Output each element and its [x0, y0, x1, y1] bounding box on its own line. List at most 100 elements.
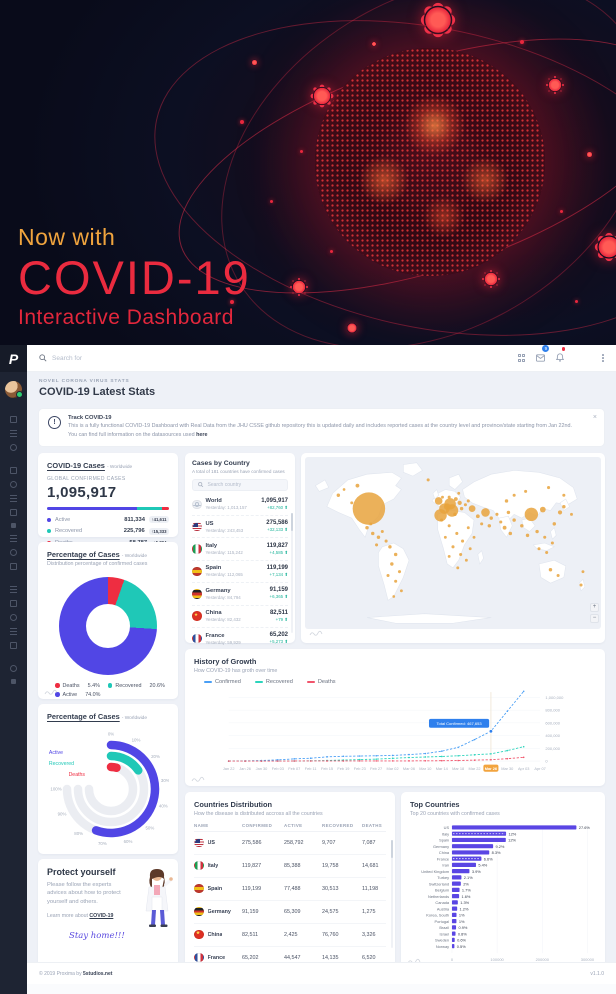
case-bubble[interactable]: [468, 546, 472, 550]
case-bubble[interactable]: [489, 516, 493, 520]
sidebar-item-icon[interactable]: [10, 495, 17, 502]
table-row[interactable]: France 65,202 44,547 14,135 6,520: [194, 947, 386, 962]
country-row-italy[interactable]: Italy Yesterday: 115,242 119,827 +4,585 ⬆: [192, 538, 288, 561]
case-bubble[interactable]: [545, 550, 549, 554]
table-row[interactable]: Spain 119,199 77,488 30,513 11,198: [194, 878, 386, 901]
case-bubble[interactable]: [342, 487, 346, 491]
case-bubble[interactable]: [336, 493, 341, 497]
bar-norway[interactable]: [451, 943, 455, 948]
bar-turkey[interactable]: [451, 874, 462, 880]
case-bubble[interactable]: [472, 535, 476, 539]
case-bubble[interactable]: [466, 499, 470, 503]
case-bubble[interactable]: [556, 573, 560, 577]
case-bubble[interactable]: [355, 483, 360, 488]
case-bubble[interactable]: [443, 503, 451, 510]
bar-germany[interactable]: [451, 843, 494, 848]
case-bubble[interactable]: [397, 569, 402, 573]
sidebar-item-icon[interactable]: [10, 563, 17, 570]
case-bubble[interactable]: [464, 558, 468, 562]
app-logo[interactable]: P: [0, 345, 27, 372]
case-bubble[interactable]: [457, 500, 462, 505]
case-bubble[interactable]: [393, 552, 398, 556]
case-bubble[interactable]: [537, 546, 541, 550]
bar-brazil[interactable]: [451, 924, 457, 930]
case-bubble[interactable]: [371, 531, 375, 535]
case-bubble[interactable]: [392, 594, 396, 598]
bar-us[interactable]: [451, 824, 577, 830]
case-bubble[interactable]: [394, 579, 398, 583]
case-bubble[interactable]: [369, 522, 373, 525]
case-bubble[interactable]: [520, 523, 524, 528]
sidebar-item-icon[interactable]: [11, 679, 16, 684]
case-bubble[interactable]: [481, 507, 490, 517]
case-bubble[interactable]: [443, 535, 447, 539]
case-bubble[interactable]: [468, 504, 476, 512]
country-search-input[interactable]: Search country: [207, 481, 242, 488]
case-bubble[interactable]: [386, 573, 390, 577]
scrollbar[interactable]: [390, 839, 393, 948]
sidebar-item-icon[interactable]: [10, 481, 17, 488]
search-input[interactable]: Search for: [52, 354, 82, 362]
case-bubble[interactable]: [426, 478, 430, 482]
bar-united-kingdom[interactable]: [451, 868, 470, 873]
case-bubble[interactable]: [434, 496, 443, 505]
messages-icon[interactable]: 9: [536, 345, 550, 367]
brand-link[interactable]: 5studios.net: [82, 970, 113, 977]
country-search[interactable]: Search country: [192, 478, 288, 491]
sidebar-item-icon[interactable]: [10, 665, 17, 672]
case-bubble[interactable]: [562, 504, 566, 509]
case-bubble[interactable]: [487, 523, 492, 528]
case-bubble[interactable]: [440, 518, 444, 522]
case-bubble[interactable]: [350, 501, 354, 504]
case-bubble[interactable]: [388, 544, 392, 549]
bar-portugal[interactable]: [451, 918, 457, 923]
sidebar-item-icon[interactable]: [10, 628, 17, 635]
bar-spain[interactable]: [451, 837, 506, 842]
sidebar-item-icon[interactable]: [10, 642, 17, 649]
case-bubble[interactable]: [524, 489, 528, 493]
sidebar-item-icon[interactable]: [11, 523, 16, 528]
legend-item-confirmed[interactable]: Confirmed: [204, 679, 241, 685]
growth-line-chart[interactable]: 0 200,000 400,000 600,000 800,000 1,000,000 Ja…: [194, 685, 596, 777]
world-map[interactable]: [305, 456, 601, 629]
case-bubble[interactable]: [466, 525, 470, 529]
country-row-us[interactable]: US Yesterday: 243,453 275,586 +32,133 ⬆: [192, 516, 288, 539]
case-bubble[interactable]: [550, 541, 554, 545]
country-row-france[interactable]: France Yesterday: 59,929 65,202 +5,273 ⬆: [192, 628, 288, 649]
case-bubble[interactable]: [457, 491, 461, 495]
case-bubble[interactable]: [453, 512, 457, 516]
country-row-spain[interactable]: Spain Yesterday: 112,065 119,199 +7,134 ⬆: [192, 561, 288, 584]
case-bubble[interactable]: [384, 539, 388, 543]
sidebar-item-icon[interactable]: [10, 600, 17, 607]
apps-grid-icon[interactable]: [517, 354, 526, 362]
sidebar-item-icon[interactable]: [10, 430, 17, 437]
sidebar-item-icon[interactable]: [10, 416, 17, 423]
case-bubble[interactable]: [535, 529, 539, 533]
sidebar-item-icon[interactable]: [10, 614, 17, 621]
case-bubble[interactable]: [525, 533, 530, 537]
case-bubble[interactable]: [504, 498, 509, 503]
case-bubble[interactable]: [581, 569, 585, 573]
sidebar-avatar[interactable]: [5, 381, 23, 398]
more-options-icon[interactable]: [602, 354, 604, 362]
case-bubble[interactable]: [376, 535, 381, 539]
case-bubble[interactable]: [375, 543, 379, 547]
bar-israel[interactable]: [451, 931, 456, 936]
case-bubble[interactable]: [475, 513, 480, 518]
country-row-germany[interactable]: Germany Yesterday: 84,794 91,159 +6,365 ⬆: [192, 583, 288, 606]
case-bubble[interactable]: [502, 525, 507, 530]
global-search[interactable]: Search for: [39, 354, 518, 362]
case-bubble[interactable]: [456, 566, 460, 569]
case-bubble[interactable]: [441, 495, 444, 499]
table-row[interactable]: Germany 91,159 65,309 24,575 1,275: [194, 901, 386, 924]
case-bubble[interactable]: [512, 518, 516, 522]
bar-iran[interactable]: [451, 862, 476, 867]
case-bubble[interactable]: [365, 525, 369, 530]
table-row[interactable]: US 275,586 258,792 9,707 7,087: [194, 832, 386, 855]
bar-belgium[interactable]: [451, 887, 460, 892]
case-bubble[interactable]: [461, 539, 465, 543]
case-bubble[interactable]: [562, 493, 566, 497]
sidebar-item-icon[interactable]: [10, 444, 17, 451]
bar-sweden[interactable]: [451, 937, 455, 942]
sidebar-item-icon[interactable]: [10, 549, 17, 556]
